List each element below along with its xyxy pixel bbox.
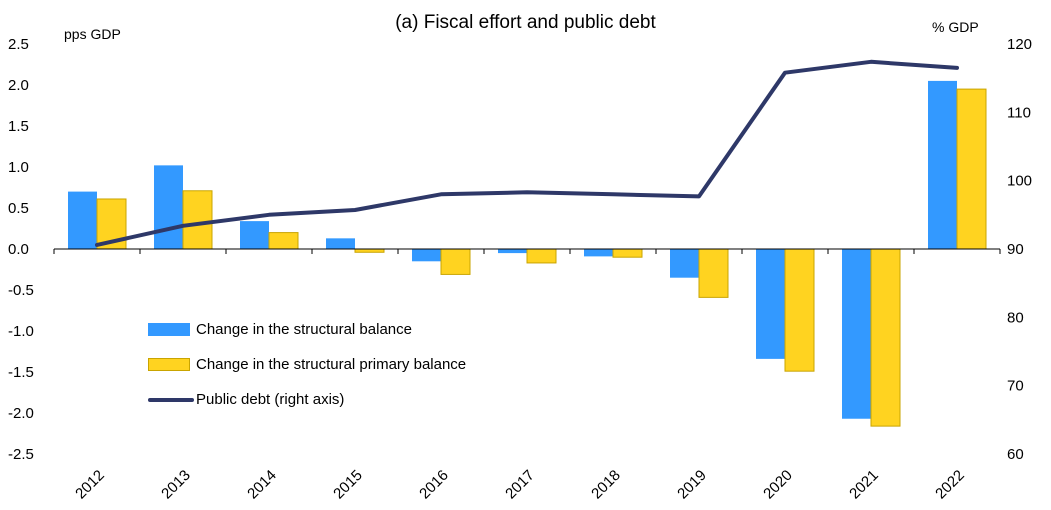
chart-title: (a) Fiscal effort and public debt (395, 12, 656, 33)
x-tick-label: 2013 (158, 467, 194, 503)
bar-structural-balance (412, 249, 441, 262)
bar-structural-primary-balance (612, 248, 643, 258)
left-tick-label: 2.5 (8, 36, 29, 53)
bar-structural-primary-balance (526, 248, 557, 264)
left-tick-label: 1.5 (8, 118, 29, 135)
right-tick-label: 70 (1007, 378, 1024, 395)
right-tick-label: 120 (1007, 36, 1032, 53)
left-axis-unit-label: pps GDP (64, 26, 121, 42)
legend-label-public-debt: Public debt (right axis) (196, 391, 345, 408)
x-tick-label: 2022 (932, 467, 968, 503)
right-tick-label: 60 (1007, 446, 1024, 463)
left-tick-label: 0.5 (8, 200, 29, 217)
left-tick-label: -1.0 (8, 323, 34, 340)
bar-structural-primary-balance (440, 248, 471, 275)
left-tick-label: -2.0 (8, 405, 34, 422)
legend-swatch-structural-balance (148, 323, 190, 336)
x-tick-label: 2015 (330, 467, 366, 503)
legend-swatch-structural-primary-balance (148, 358, 190, 371)
x-tick-label: 2020 (760, 467, 796, 503)
right-tick-label: 90 (1007, 241, 1024, 258)
bar-structural-balance (240, 221, 269, 249)
bar-structural-balance (584, 249, 613, 257)
legend-label-structural-balance: Change in the structural balance (196, 321, 412, 338)
bar-structural-balance (756, 249, 785, 359)
bar-structural-balance (670, 249, 699, 278)
legend-item-public-debt: Public debt (right axis) (148, 382, 466, 417)
bar-structural-balance (928, 80, 957, 250)
legend-swatch-public-debt (148, 397, 194, 402)
bar-structural-primary-balance (956, 88, 987, 250)
left-tick-label: 2.0 (8, 77, 29, 94)
bar-structural-primary-balance (870, 248, 901, 427)
right-tick-label: 100 (1007, 173, 1032, 190)
right-tick-label: 110 (1007, 104, 1031, 121)
right-tick-label: 80 (1007, 309, 1024, 326)
bar-structural-primary-balance (182, 190, 213, 250)
legend-item-structural-balance: Change in the structural balance (148, 312, 466, 347)
left-tick-label: -1.5 (8, 364, 34, 381)
line-public-debt (95, 59, 959, 247)
x-tick-label: 2012 (72, 467, 108, 503)
bar-structural-primary-balance (698, 248, 729, 298)
bar-structural-primary-balance (784, 248, 815, 372)
x-tick-label: 2019 (674, 467, 710, 503)
x-tick-label: 2017 (502, 467, 538, 503)
x-tick-label: 2014 (244, 467, 280, 503)
left-tick-label: -0.5 (8, 282, 34, 299)
bar-structural-balance (498, 249, 527, 254)
left-tick-label: 1.0 (8, 159, 29, 176)
bar-structural-balance (68, 191, 97, 249)
bar-structural-balance (326, 238, 355, 249)
x-tick-label: 2021 (846, 467, 882, 503)
right-axis-unit-label: % GDP (932, 19, 979, 35)
x-tick-label: 2016 (416, 467, 452, 503)
legend-item-structural-primary-balance: Change in the structural primary balance (148, 347, 466, 382)
left-tick-label: -2.5 (8, 446, 34, 463)
bar-structural-balance (842, 249, 871, 419)
x-tick-label: 2018 (588, 467, 624, 503)
bar-structural-balance (154, 165, 183, 249)
legend: Change in the structural balance Change … (148, 312, 466, 417)
left-tick-label: 0.0 (8, 241, 29, 258)
bar-structural-primary-balance (268, 232, 299, 250)
legend-label-structural-primary-balance: Change in the structural primary balance (196, 356, 467, 373)
